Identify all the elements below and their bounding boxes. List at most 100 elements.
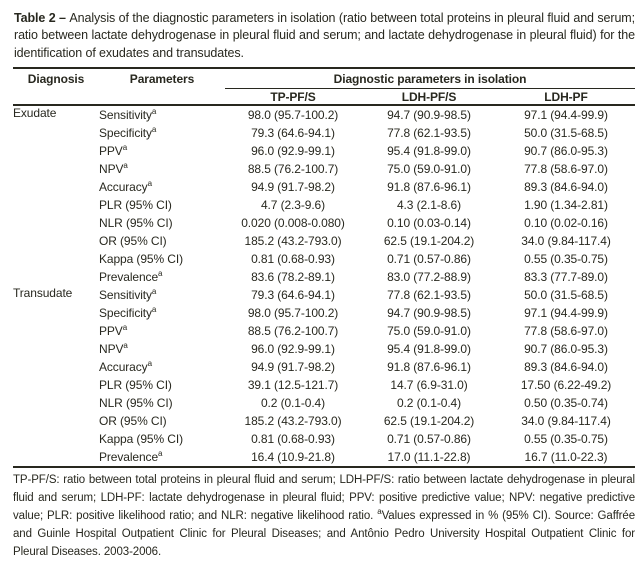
parameter-cell: Accuracya	[99, 359, 152, 375]
value-cell: 97.1 (94.4-99.9)	[524, 306, 608, 321]
value-cell: 98.0 (95.7-100.2)	[247, 108, 339, 123]
table-row: Specificitya 98.0 (95.7-100.2) 94.7 (90.9-…	[13, 304, 635, 322]
value-cell: 0.55 (0.35-0.75)	[524, 432, 608, 447]
value-cell: 50.0 (31.5-68.5)	[524, 126, 608, 141]
table-row: Kappa (95% CI) 0.81 (0.68-0.93) 0.71 (0.57…	[13, 430, 635, 448]
parameter-cell: PPVa	[99, 323, 128, 339]
value-cell: 17.50 (6.22-49.2)	[520, 378, 612, 393]
table-row: NLR (95% CI) 0.020 (0.008-0.080) 0.10 (0.0…	[13, 214, 635, 232]
parameter-cell: Accuracya	[99, 179, 152, 195]
table-row: Specificitya 79.3 (64.6-94.1) 77.8 (62.1-9…	[13, 124, 635, 142]
parameter-cell: Sensitivitya	[99, 107, 157, 123]
value-cell: 96.0 (92.9-99.1)	[251, 342, 335, 357]
table-row: OR (95% CI) 185.2 (43.2-793.0) 62.5 (19.1-…	[13, 232, 635, 250]
value-cell: 185.2 (43.2-793.0)	[244, 234, 342, 249]
table-row: Exudate Sensitivitya 98.0 (95.7-100.2) 94.7…	[13, 105, 635, 124]
footnote-marker: a	[151, 107, 157, 117]
value-cell: 77.8 (62.1-93.5)	[387, 288, 471, 303]
value-cell: 75.0 (59.0-91.0)	[387, 162, 471, 177]
table-header: Diagnosis Parameters Diagnostic paramete…	[13, 68, 635, 107]
empty-header-cell	[99, 88, 225, 107]
parameter-cell: Specificitya	[99, 305, 157, 321]
table-row: Accuracya 94.9 (91.7-98.2) 91.8 (87.6-96.1…	[13, 358, 635, 376]
header-row-1: Diagnosis Parameters Diagnostic paramete…	[13, 68, 635, 90]
value-cell: 0.81 (0.68-0.93)	[251, 432, 335, 447]
table-row: PLR (95% CI) 4.7 (2.3-9.6) 4.3 (2.1-8.6) 1.…	[13, 196, 635, 214]
value-cell: 185.2 (43.2-793.0)	[244, 414, 342, 429]
column-header: LDH-PF	[497, 88, 635, 107]
table-row: PLR (95% CI) 39.1 (12.5-121.7) 14.7 (6.9-3…	[13, 376, 635, 394]
caption-text: Analysis of the diagnostic parameters in…	[14, 11, 635, 60]
footnote-marker: a	[151, 125, 157, 135]
value-cell: 16.7 (11.0-22.3)	[524, 450, 608, 465]
value-cell: 50.0 (31.5-68.5)	[524, 288, 608, 303]
footnote-marker: a	[151, 287, 157, 297]
value-cell: 17.0 (11.1-22.8)	[387, 450, 471, 465]
parameter-cell: PLR (95% CI)	[99, 378, 172, 393]
value-cell: 90.7 (86.0-95.3)	[524, 144, 608, 159]
value-cell: 91.8 (87.6-96.1)	[387, 360, 471, 375]
value-cell: 77.8 (62.1-93.5)	[387, 126, 471, 141]
parameter-cell: OR (95% CI)	[99, 234, 167, 249]
table-row: NPVa 88.5 (76.2-100.7) 75.0 (59.0-91.0) 77.…	[13, 160, 635, 178]
diagnostic-parameters-table: Diagnosis Parameters Diagnostic paramete…	[13, 67, 635, 468]
value-cell: 79.3 (64.6-94.1)	[251, 288, 335, 303]
parameter-cell: NLR (95% CI)	[99, 396, 173, 411]
value-cell: 0.2 (0.1-0.4)	[260, 396, 326, 411]
value-cell: 95.4 (91.8-99.0)	[387, 342, 471, 357]
col-header-parameters: Parameters	[129, 71, 195, 86]
value-cell: 77.8 (58.6-97.0)	[524, 324, 608, 339]
value-cell: 75.0 (59.0-91.0)	[387, 324, 471, 339]
value-cell: 34.0 (9.84-117.4)	[521, 414, 611, 429]
value-cell: 14.7 (6.9-31.0)	[390, 378, 468, 393]
value-cell: 1.90 (1.34-2.81)	[524, 198, 608, 213]
value-cell: 96.0 (92.9-99.1)	[251, 144, 335, 159]
col-header-group-span: Diagnostic parameters in isolation	[225, 68, 635, 90]
footnote-marker: a	[158, 269, 163, 279]
table-row: Prevalencea 83.6 (78.2-89.1) 83.0 (77.2-88…	[13, 268, 635, 286]
parameter-cell: Prevalencea	[99, 269, 163, 285]
parameter-cell: PPVa	[99, 143, 128, 159]
footnote-text: TP-PF/S: ratio between total proteins in…	[13, 474, 635, 523]
value-cell: 39.1 (12.5-121.7)	[247, 378, 339, 393]
header-row-2: TP-PF/S LDH-PF/S LDH-PF	[13, 88, 635, 107]
parameter-cell: NLR (95% CI)	[99, 216, 173, 231]
caption-text: Table 2 –	[14, 11, 70, 25]
value-cell: 62.5 (19.1-204.2)	[383, 234, 475, 249]
footnote-marker: a	[147, 359, 152, 369]
value-cell: 89.3 (84.6-94.0)	[524, 180, 608, 195]
value-cell: 89.3 (84.6-94.0)	[524, 360, 608, 375]
value-cell: 94.7 (90.9-98.5)	[387, 108, 471, 123]
value-cell: 4.3 (2.1-8.6)	[396, 198, 462, 213]
table-row: Accuracya 94.9 (91.7-98.2) 91.8 (87.6-96.1…	[13, 178, 635, 196]
diagnosis-cell: Transudate	[13, 286, 73, 301]
parameter-cell: PLR (95% CI)	[99, 198, 172, 213]
footnote-marker: a	[123, 161, 128, 171]
value-cell: 0.2 (0.1-0.4)	[396, 396, 462, 411]
footnote-marker: a	[151, 305, 157, 315]
value-cell: 0.10 (0.02-0.16)	[524, 216, 608, 231]
table-row: Transudate Sensitivitya 79.3 (64.6-94.1) 77…	[13, 286, 635, 304]
parameter-cell: NPVa	[99, 161, 128, 177]
value-cell: 83.3 (77.7-89.0)	[524, 270, 608, 285]
value-cell: 83.0 (77.2-88.9)	[387, 270, 471, 285]
table-caption: Table 2 – Analysis of the diagnostic par…	[14, 10, 635, 62]
parameter-cell: OR (95% CI)	[99, 414, 167, 429]
footnote-marker: a	[122, 143, 128, 153]
value-cell: 0.71 (0.57-0.86)	[387, 432, 471, 447]
value-cell: 16.4 (10.9-21.8)	[251, 450, 335, 465]
value-cell: 0.50 (0.35-0.74)	[524, 396, 608, 411]
parameter-cell: Sensitivitya	[99, 287, 157, 303]
table-footnote: TP-PF/S: ratio between total proteins in…	[13, 471, 635, 561]
value-cell: 98.0 (95.7-100.2)	[247, 306, 339, 321]
value-cell: 95.4 (91.8-99.0)	[387, 144, 471, 159]
table-body: Exudate Sensitivitya 98.0 (95.7-100.2) 94.7…	[13, 105, 635, 468]
value-cell: 88.5 (76.2-100.7)	[247, 324, 339, 339]
table-row: Prevalencea 16.4 (10.9-21.8) 17.0 (11.1-22…	[13, 448, 635, 467]
footnote-marker: a	[158, 449, 163, 459]
column-header: LDH-PF/S	[361, 88, 497, 107]
value-cell: 91.8 (87.6-96.1)	[387, 180, 471, 195]
table-row: OR (95% CI) 185.2 (43.2-793.0) 62.5 (19.1-…	[13, 412, 635, 430]
value-cell: 94.9 (91.7-98.2)	[251, 360, 335, 375]
